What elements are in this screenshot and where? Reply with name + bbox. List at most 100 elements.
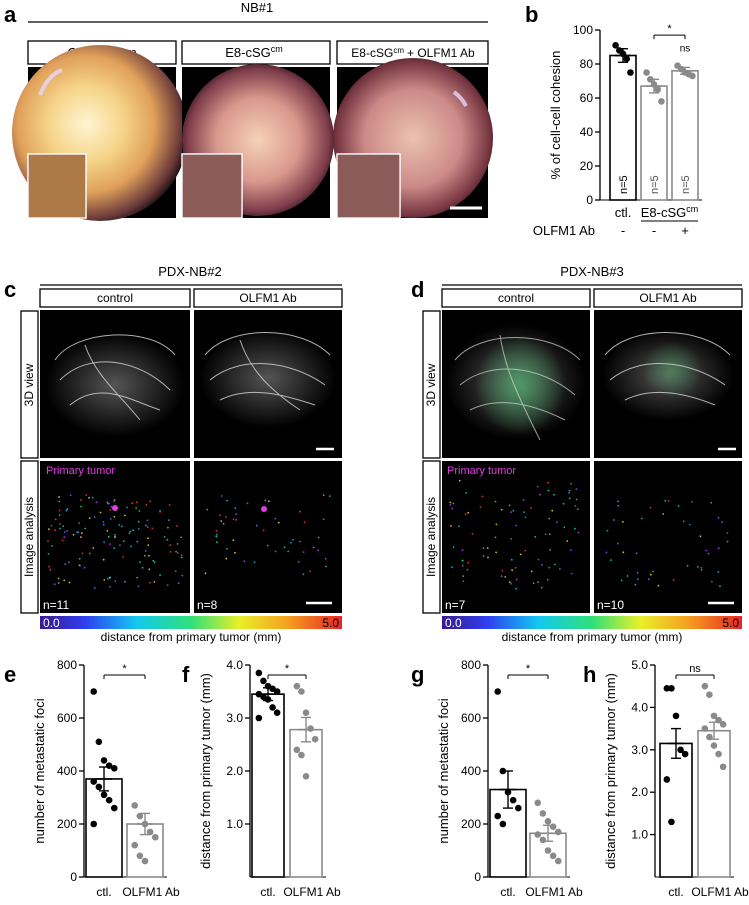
b-y-tick-label: 80 xyxy=(580,57,594,71)
panel-d-col-header-1 xyxy=(441,288,591,308)
h-data-point xyxy=(710,742,718,749)
foci-dot xyxy=(539,493,541,496)
foci-dot xyxy=(169,544,172,547)
e-data-point xyxy=(110,765,118,772)
f-x-label: OLFM1 Ab xyxy=(283,885,341,899)
e-data-point xyxy=(95,738,103,746)
f-data-point xyxy=(269,704,276,711)
foci-dot xyxy=(494,500,497,503)
foci-dot xyxy=(146,519,149,522)
panel-letter-b: b xyxy=(525,2,538,27)
foci-dot xyxy=(91,496,94,499)
panel-d-analysis-olfm1: n=10 xyxy=(594,461,742,613)
foci-dot xyxy=(149,500,152,503)
foci-dot xyxy=(482,547,485,549)
b-data-point xyxy=(646,76,654,83)
foci-dot xyxy=(554,563,556,566)
foci-dot xyxy=(234,551,236,554)
foci-dot xyxy=(450,525,452,527)
foci-dot xyxy=(114,536,116,538)
foci-dot xyxy=(99,511,102,514)
foci-dot xyxy=(267,500,270,503)
chart-h: 1.0 2.0 3.0 4.0 5.0 distance from primary tum… xyxy=(603,658,749,899)
g-bracket-label: * xyxy=(526,663,531,675)
foci-dot xyxy=(145,524,147,527)
foci-dot xyxy=(163,536,166,538)
foci-dot xyxy=(547,489,550,492)
foci-dot xyxy=(151,527,154,530)
foci-dot xyxy=(511,569,513,572)
foci-dot xyxy=(219,514,221,517)
panel-d-row-header-1 xyxy=(422,310,441,459)
foci-dot xyxy=(302,551,305,553)
b-olfm1-row-label: OLFM1 Ab xyxy=(533,223,595,238)
foci-dot xyxy=(66,530,68,532)
foci-dot xyxy=(92,547,95,549)
foci-dot xyxy=(317,549,320,552)
foci-dot xyxy=(215,541,218,544)
foci-dot xyxy=(215,529,218,532)
foci-dot xyxy=(138,510,141,512)
foci-dot xyxy=(568,489,571,492)
foci-dot xyxy=(617,504,620,507)
foci-dot xyxy=(122,556,124,558)
foci-dot xyxy=(255,524,258,527)
foci-dot xyxy=(486,547,489,549)
foci-dot xyxy=(66,508,69,510)
h-y-tick-label: 5.0 xyxy=(631,658,648,672)
foci-dot xyxy=(700,569,703,571)
panel-a-header-2-label: E8-cSGcm xyxy=(225,44,283,60)
f-data-point xyxy=(302,773,310,780)
foci-dot xyxy=(705,549,708,552)
foci-dot xyxy=(452,502,455,505)
foci-dot xyxy=(664,499,667,502)
foci-dot xyxy=(537,581,539,584)
panel-c-row-header-2 xyxy=(20,460,39,614)
foci-dot xyxy=(235,513,237,516)
foci-dot xyxy=(544,533,547,535)
foci-dot xyxy=(69,494,72,497)
f-data-point xyxy=(298,688,305,695)
panel-d-colorbar-max: 5.0 xyxy=(722,616,739,630)
e-y-tick-label: 200 xyxy=(57,817,77,831)
h-data-point xyxy=(706,691,713,698)
panel-d-n-olfm1: n=10 xyxy=(597,598,624,612)
foci-dot xyxy=(177,582,180,584)
panel-a-image-3 xyxy=(333,58,493,219)
e-data-point xyxy=(110,804,118,812)
h-y-tick-label: 1.0 xyxy=(631,828,648,842)
foci-dot xyxy=(130,545,132,548)
g-y-tick-label: 200 xyxy=(461,817,481,831)
panel-c-n-control: n=11 xyxy=(43,598,69,612)
b-olfm1-sign: + xyxy=(681,223,689,238)
foci-dot xyxy=(176,525,178,527)
panel-d-colorbar-label: distance from primary tumor (mm) xyxy=(502,630,683,644)
foci-dot xyxy=(682,520,685,523)
foci-dot xyxy=(147,544,150,546)
foci-dot xyxy=(159,574,162,576)
chart-g: 0 200 400 600 800 number of metastatic foci ct… xyxy=(436,658,583,899)
foci-dot xyxy=(287,550,290,553)
h-data-point xyxy=(668,818,675,826)
panel-letter-e: e xyxy=(4,662,16,687)
e-data-point xyxy=(105,762,113,769)
foci-dot xyxy=(137,528,140,530)
h-x-label: ctl. xyxy=(668,885,683,899)
foci-dot xyxy=(298,540,301,543)
h-data-point xyxy=(668,685,675,692)
e-x-label: ctl. xyxy=(96,885,111,899)
foci-dot xyxy=(458,479,461,482)
foci-dot xyxy=(119,544,121,547)
g-data-point xyxy=(504,788,512,796)
foci-dot xyxy=(181,574,184,577)
foci-dot xyxy=(532,582,535,585)
foci-dot xyxy=(536,485,539,488)
foci-dot xyxy=(54,518,57,521)
foci-dot xyxy=(302,573,305,576)
foci-dot xyxy=(93,516,96,518)
foci-dot xyxy=(215,533,218,536)
foci-dot xyxy=(88,552,91,555)
b-bracket-label: * xyxy=(667,23,672,35)
panel-c-col-header-2-label: OLFM1 Ab xyxy=(239,291,297,305)
foci-dot xyxy=(63,531,66,533)
